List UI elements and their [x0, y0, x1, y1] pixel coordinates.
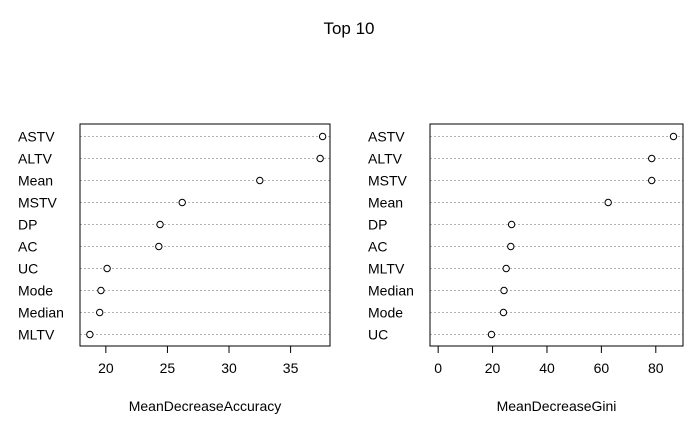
- data-point-mltv: [502, 264, 510, 273]
- data-point-mean: [604, 198, 612, 207]
- x-tick-label: 80: [648, 360, 664, 376]
- category-label-mode: Mode: [18, 283, 53, 299]
- data-point-ac: [155, 242, 163, 251]
- category-label-median: Median: [368, 283, 414, 299]
- data-point-dp: [507, 220, 516, 229]
- x-tick-label: 30: [221, 360, 237, 376]
- data-point-median: [500, 286, 508, 295]
- data-point-uc: [487, 330, 496, 339]
- category-label-mltv: MLTV: [18, 327, 55, 343]
- category-label-altv: ALTV: [18, 151, 53, 167]
- category-label-astv: ASTV: [18, 129, 55, 145]
- x-tick-label: 40: [539, 360, 555, 376]
- panel-mean-decrease-gini: ASTV ALTV MSTV Mean DP AC MLTV Median Mode UC 0 20 4…: [368, 123, 684, 414]
- category-label-median: Median: [18, 305, 64, 321]
- category-label-dp: DP: [18, 217, 37, 233]
- data-point-median: [96, 308, 104, 317]
- data-point-mstv: [178, 198, 186, 207]
- category-label-uc: UC: [18, 261, 38, 277]
- x-tick-label: 60: [594, 360, 610, 376]
- category-label-mode: Mode: [368, 305, 403, 321]
- data-point-astv: [318, 132, 327, 141]
- data-point-mstv: [648, 176, 656, 185]
- data-point-ac: [507, 242, 515, 251]
- data-point-astv: [669, 132, 678, 141]
- x-axis-label: MeanDecreaseGini: [497, 398, 617, 414]
- x-tick-label: 25: [160, 360, 176, 376]
- chart-title: Top 10: [323, 19, 374, 38]
- category-label-mean: Mean: [18, 173, 53, 189]
- x-tick-label: 35: [283, 360, 299, 376]
- category-label-mstv: MSTV: [368, 173, 408, 189]
- category-label-mstv: MSTV: [18, 195, 58, 211]
- x-tick-label: 20: [98, 360, 114, 376]
- plot-frame: [429, 123, 684, 347]
- data-point-mean: [256, 176, 264, 185]
- category-label-astv: ASTV: [368, 129, 405, 145]
- data-point-mltv: [86, 330, 94, 339]
- category-label-altv: ALTV: [368, 151, 403, 167]
- data-point-mode: [499, 308, 508, 317]
- data-point-dp: [156, 220, 164, 229]
- panel-mean-decrease-accuracy: ASTV ALTV Mean MSTV DP AC UC Mode Median MLTV 20 25…: [18, 123, 331, 414]
- data-point-uc: [103, 264, 111, 273]
- x-tick-label: 20: [485, 360, 501, 376]
- x-axis-label: MeanDecreaseAccuracy: [129, 398, 282, 414]
- data-point-altv: [648, 154, 656, 163]
- plot-frame: [79, 123, 331, 347]
- category-label-mltv: MLTV: [368, 261, 405, 277]
- category-label-mean: Mean: [368, 195, 403, 211]
- category-label-dp: DP: [368, 217, 387, 233]
- data-point-mode: [97, 286, 105, 295]
- x-tick-label: 0: [434, 360, 442, 376]
- data-point-altv: [316, 154, 324, 163]
- category-label-ac: AC: [18, 239, 37, 255]
- category-label-ac: AC: [368, 239, 387, 255]
- category-label-uc: UC: [368, 327, 388, 343]
